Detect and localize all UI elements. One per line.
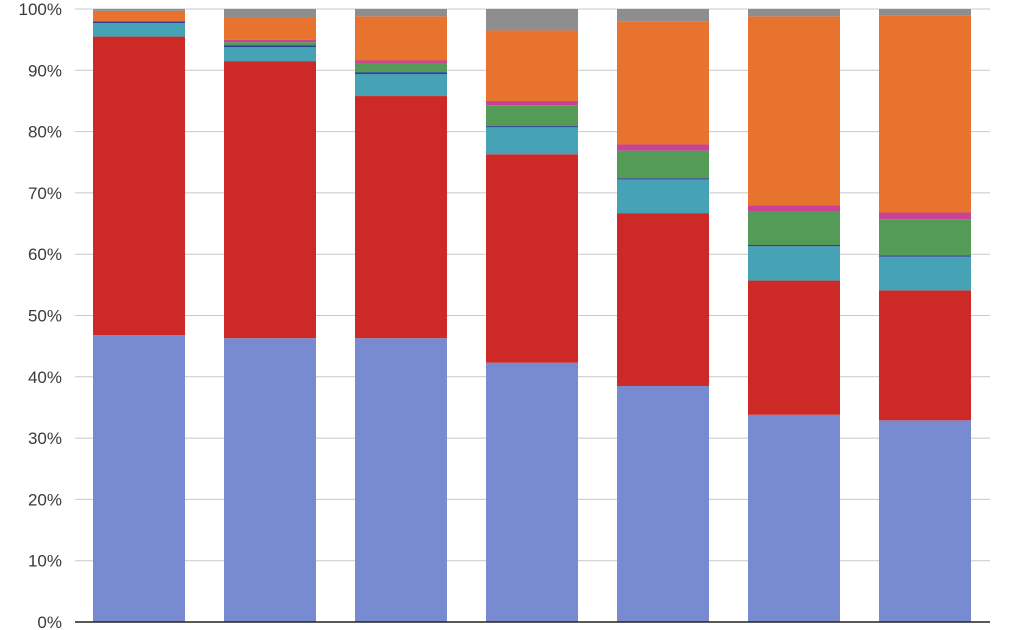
bar-segment — [486, 105, 578, 127]
bar-segment — [879, 290, 971, 421]
y-tick-label: 100% — [19, 0, 62, 19]
bar-segment — [879, 219, 971, 256]
y-tick-label: 10% — [28, 552, 62, 571]
bar-segment — [355, 60, 447, 63]
bar-segment — [748, 205, 840, 212]
bar-segment — [93, 36, 185, 336]
bar-segment — [748, 245, 840, 247]
bar-segment — [224, 16, 316, 40]
bar-segment — [879, 256, 971, 291]
bar-segment — [355, 72, 447, 74]
bar-segment — [355, 73, 447, 97]
bar-segment — [748, 211, 840, 246]
bar-segment — [617, 21, 709, 145]
bar-segment — [93, 335, 185, 622]
bar-segment — [224, 338, 316, 622]
bar-segment — [93, 9, 185, 11]
bar-segment — [617, 213, 709, 386]
bar-segment — [617, 150, 709, 179]
bar-stack — [355, 9, 447, 622]
bar-stack — [224, 9, 316, 622]
y-tick-label: 40% — [28, 368, 62, 387]
bar-stacks — [93, 9, 971, 622]
bar-segment — [355, 9, 447, 17]
bar-segment — [748, 9, 840, 17]
bar-stack — [617, 9, 709, 622]
y-tick-label: 60% — [28, 245, 62, 264]
bar-segment — [486, 30, 578, 101]
bar-segment — [486, 100, 578, 106]
bar-stack — [879, 9, 971, 622]
bar-segment — [617, 179, 709, 214]
bar-segment — [93, 21, 185, 24]
bar-segment — [879, 212, 971, 220]
bar-segment — [224, 9, 316, 17]
bar-segment — [355, 96, 447, 339]
bar-segment — [879, 15, 971, 213]
bar-segment — [486, 362, 578, 622]
bar-segment — [224, 61, 316, 339]
bar-segment — [879, 9, 971, 16]
y-tick-label: 80% — [28, 123, 62, 142]
bar-segment — [224, 47, 316, 62]
y-tick-label: 50% — [28, 307, 62, 326]
bar-segment — [355, 338, 447, 622]
bar-segment — [617, 9, 709, 22]
bar-segment — [879, 255, 971, 257]
bar-segment — [748, 280, 840, 415]
bar-segment — [879, 420, 971, 622]
bar-segment — [617, 144, 709, 151]
y-tick-label: 0% — [37, 613, 62, 630]
bar-stack — [486, 9, 578, 622]
bar-segment — [748, 16, 840, 206]
bar-segment — [93, 10, 185, 22]
bar-segment — [224, 39, 316, 43]
bar-stack — [93, 9, 185, 622]
y-tick-label: 70% — [28, 184, 62, 203]
bar-segment — [224, 42, 316, 46]
bar-segment — [617, 385, 709, 622]
bar-segment — [224, 45, 316, 48]
bar-segment — [355, 62, 447, 73]
y-tick-label: 90% — [28, 61, 62, 80]
bar-segment — [486, 9, 578, 31]
bar-segment — [486, 154, 578, 363]
bar-segment — [748, 246, 840, 281]
bar-segment — [748, 414, 840, 622]
y-axis: 0% 10% 20% 30% 40% 50% 60% 70% 80% 90% 100% — [19, 0, 62, 630]
bar-segment — [355, 16, 447, 61]
y-tick-label: 30% — [28, 429, 62, 448]
bar-segment — [93, 23, 185, 37]
bar-segment — [486, 126, 578, 128]
y-tick-label: 20% — [28, 490, 62, 509]
bar-segment — [617, 178, 709, 180]
bar-stack — [748, 9, 840, 622]
bar-segment — [486, 127, 578, 155]
